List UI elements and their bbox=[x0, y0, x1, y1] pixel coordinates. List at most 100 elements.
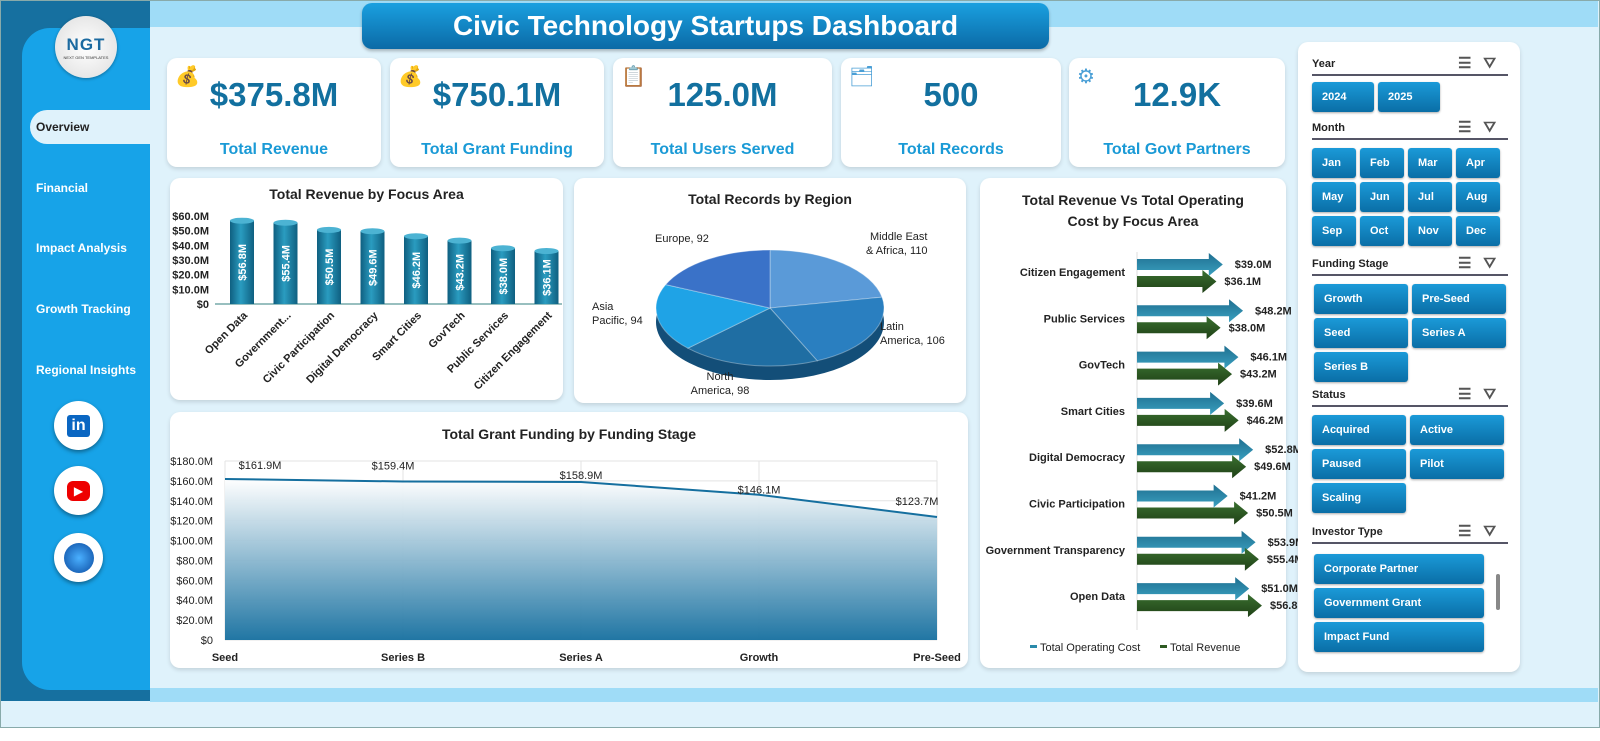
revenue-arrow bbox=[1137, 408, 1239, 432]
slicer-item[interactable]: Dec bbox=[1456, 216, 1500, 246]
multi-select-icon[interactable]: ☰ bbox=[1457, 255, 1484, 272]
y-tick-label: $0 bbox=[201, 635, 213, 647]
y-tick-label: $40.0M bbox=[172, 240, 209, 252]
slicer-item[interactable]: Seed bbox=[1314, 318, 1408, 348]
clear-filter-icon[interactable]: ⛛ bbox=[1483, 255, 1508, 272]
linkedin-button[interactable]: in bbox=[54, 401, 103, 450]
slicer-item[interactable]: Corporate Partner bbox=[1314, 554, 1484, 584]
slicer-item[interactable]: Impact Fund bbox=[1314, 622, 1484, 652]
y-tick-label: $20.0M bbox=[176, 615, 213, 627]
y-tick-label: $60.0M bbox=[176, 575, 213, 587]
y-tick-label: GovTech bbox=[1079, 360, 1126, 372]
sidebar-item-financial[interactable]: Financial bbox=[36, 181, 89, 195]
x-tick-label: Citizen Engagement bbox=[472, 309, 555, 392]
area-line bbox=[224, 477, 938, 518]
multi-select-icon[interactable]: ☰ bbox=[1457, 523, 1484, 540]
slicer-item[interactable]: Oct bbox=[1360, 216, 1404, 246]
multi-select-icon[interactable]: ☰ bbox=[1457, 119, 1484, 136]
arrow-data-label: $56.8M bbox=[1270, 600, 1307, 612]
arrow-data-label: $38.0M bbox=[1229, 322, 1266, 334]
slicer-item[interactable]: Aug bbox=[1456, 182, 1500, 212]
clear-filter-icon[interactable]: ⛛ bbox=[1483, 523, 1508, 540]
multi-select-icon[interactable]: ☰ bbox=[1457, 386, 1484, 403]
clear-filter-icon[interactable]: ⛛ bbox=[1483, 119, 1508, 136]
arrow-data-label: $46.2M bbox=[1247, 415, 1284, 427]
x-tick-label: Series B bbox=[381, 652, 425, 664]
bar-top bbox=[230, 217, 254, 224]
arrow-data-label: $36.1M bbox=[1224, 276, 1261, 288]
bar-top bbox=[273, 219, 298, 226]
slicer-item[interactable]: Pilot bbox=[1410, 449, 1504, 479]
slicer-item[interactable]: 2024 bbox=[1312, 82, 1374, 112]
cost-arrow bbox=[1137, 345, 1239, 369]
slicer-item[interactable]: Series A bbox=[1412, 318, 1506, 348]
clear-filter-icon[interactable]: ⛛ bbox=[1483, 386, 1508, 403]
slicer-item[interactable]: Pre-Seed bbox=[1412, 284, 1506, 314]
cost-arrow bbox=[1137, 391, 1225, 415]
pie-slice bbox=[655, 284, 772, 349]
slicer-title: Investor Type bbox=[1312, 526, 1383, 538]
y-tick-label: Digital Democracy bbox=[1029, 452, 1126, 464]
slicer-item[interactable]: Scaling bbox=[1312, 483, 1406, 513]
bar-data-label: $50.5M bbox=[324, 249, 336, 286]
youtube-button[interactable]: ▶ bbox=[54, 466, 103, 515]
slicer-item[interactable]: Apr bbox=[1456, 148, 1500, 178]
records-icon: 🗂 bbox=[849, 66, 875, 88]
kpi-value: 125.0M bbox=[667, 76, 778, 113]
clear-filter-icon[interactable]: ⛛ bbox=[1483, 55, 1508, 72]
bar-data-label: $38.0M bbox=[498, 258, 510, 295]
slicer-item[interactable]: Sep bbox=[1312, 216, 1356, 246]
revenue-arrow bbox=[1137, 270, 1217, 293]
slicer-title: Year bbox=[1312, 58, 1336, 70]
slicer-item[interactable]: Growth bbox=[1314, 284, 1408, 314]
arrow-data-label: $51.0M bbox=[1261, 583, 1298, 595]
bar-top bbox=[447, 237, 472, 244]
website-button[interactable] bbox=[54, 533, 103, 582]
slicer-item[interactable]: Series B bbox=[1314, 352, 1408, 382]
arrow-data-label: $41.2M bbox=[1240, 491, 1277, 503]
bar-top bbox=[491, 245, 515, 252]
sidebar-item-growth-tracking[interactable]: Growth Tracking bbox=[36, 302, 131, 316]
revenue-arrow bbox=[1137, 547, 1259, 571]
legend-swatch bbox=[1030, 645, 1037, 648]
slicer-title: Funding Stage bbox=[1312, 258, 1389, 270]
sidebar-item-impact-analysis[interactable]: Impact Analysis bbox=[36, 241, 127, 255]
bar-top bbox=[404, 233, 428, 240]
sidebar-item-overview[interactable]: Overview bbox=[30, 110, 150, 144]
slicer-item[interactable]: May bbox=[1312, 182, 1356, 212]
slicer-item[interactable]: Acquired bbox=[1312, 415, 1406, 445]
bar bbox=[491, 248, 515, 304]
y-tick-label: Government Transparency bbox=[986, 545, 1126, 557]
multi-select-icon[interactable]: ☰ bbox=[1457, 55, 1484, 72]
slicer-item[interactable]: Feb bbox=[1360, 148, 1404, 178]
kpi-label: Total Records bbox=[898, 141, 1004, 158]
slicer-item[interactable]: Jun bbox=[1360, 182, 1404, 212]
sidebar-item-regional-insights[interactable]: Regional Insights bbox=[36, 363, 137, 377]
slicer-item[interactable]: Active bbox=[1410, 415, 1504, 445]
slicer-item[interactable]: Nov bbox=[1408, 216, 1452, 246]
slicer-item[interactable]: Jul bbox=[1408, 182, 1452, 212]
bar bbox=[447, 240, 472, 304]
arrow-data-label: $55.4M bbox=[1267, 554, 1304, 566]
slicer-item[interactable]: 2025 bbox=[1378, 82, 1440, 112]
slicer-item[interactable]: Jan bbox=[1312, 148, 1356, 178]
cost-arrow bbox=[1137, 253, 1223, 276]
cost-arrow bbox=[1137, 577, 1250, 601]
y-tick-label: Civic Participation bbox=[1029, 499, 1125, 511]
slicer-scrollbar[interactable] bbox=[1496, 574, 1500, 610]
slicer-item[interactable]: Mar bbox=[1408, 148, 1452, 178]
revenue-arrow bbox=[1137, 594, 1262, 618]
slicer-item[interactable]: Government Grant bbox=[1314, 588, 1484, 618]
pie-label: Europe, 92 bbox=[655, 233, 709, 245]
slicer-item[interactable]: Paused bbox=[1312, 449, 1406, 479]
kpi-label: Total Revenue bbox=[219, 141, 329, 158]
y-tick-label: $180.0M bbox=[170, 456, 213, 468]
bar-top bbox=[360, 228, 385, 235]
chart-title: Total Revenue by Focus Area bbox=[269, 186, 464, 202]
pie-slice bbox=[769, 249, 883, 309]
area-data-label: $158.9M bbox=[560, 470, 603, 482]
y-tick-label: $20.0M bbox=[172, 270, 209, 282]
arrow-data-label: $53.9M bbox=[1268, 537, 1305, 549]
y-tick-label: Smart Cities bbox=[1061, 406, 1125, 418]
money-bag-icon: 💰 bbox=[175, 66, 200, 88]
